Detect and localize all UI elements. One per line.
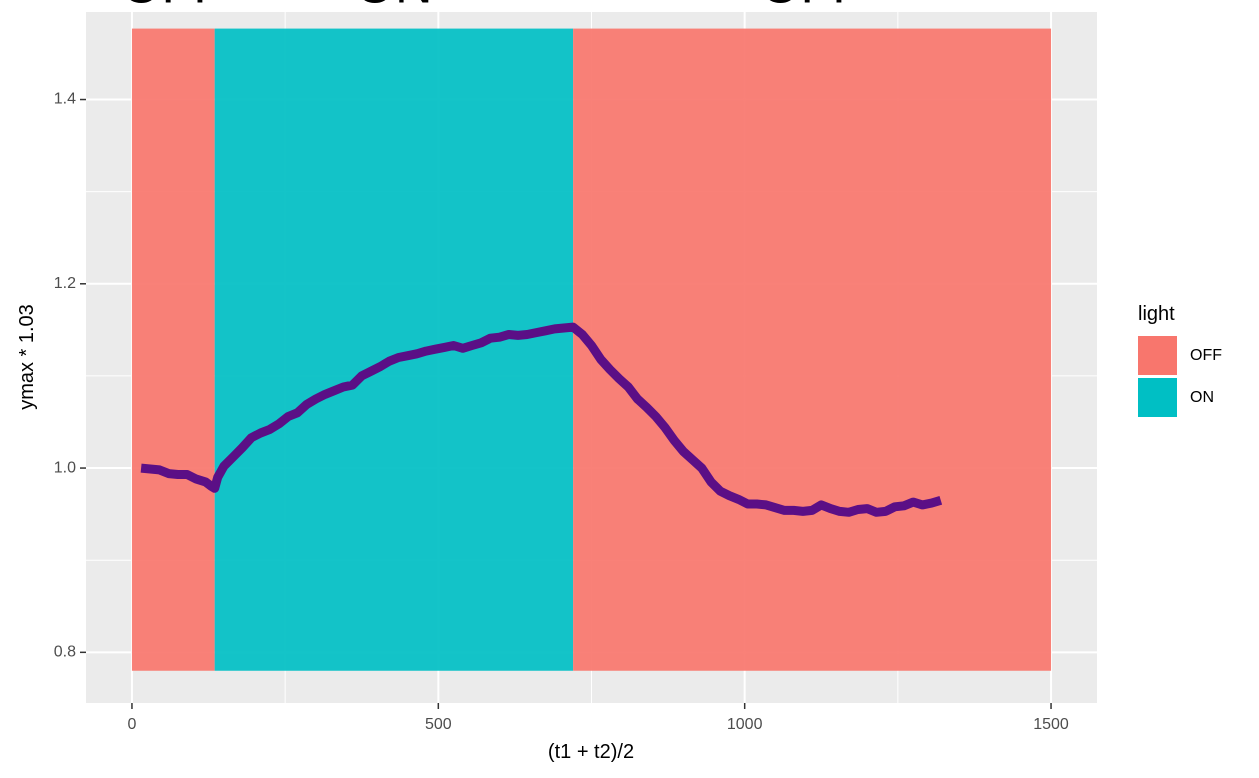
legend-label-off: OFF xyxy=(1190,347,1222,364)
light-regions xyxy=(131,28,1052,671)
x-tick-label: 500 xyxy=(425,716,452,733)
region-label-off-0: OFF xyxy=(121,0,225,15)
y-axis-title: ymax * 1.03 xyxy=(16,304,38,410)
region-on-1 xyxy=(214,28,574,671)
y-tick-label: 1.2 xyxy=(54,275,76,292)
x-axis-title: (t1 + t2)/2 xyxy=(548,741,634,763)
region-label-on-1: ON xyxy=(355,0,433,15)
legend: light OFF ON xyxy=(1138,303,1222,417)
y-tick-label: 0.8 xyxy=(54,644,76,661)
region-annotations: OFF ON OFF xyxy=(121,0,864,15)
x-tick-label: 1500 xyxy=(1033,716,1069,733)
region-off-0 xyxy=(131,28,215,671)
region-label-off-2: OFF xyxy=(760,0,864,15)
legend-title: light xyxy=(1138,303,1175,325)
y-axis: 0.8 1.0 1.2 1.4 xyxy=(54,91,86,661)
legend-key-on xyxy=(1138,378,1177,417)
x-tick-label: 1000 xyxy=(727,716,763,733)
legend-key-off xyxy=(1138,336,1177,375)
series-layer xyxy=(140,322,943,517)
x-tick-label: 0 xyxy=(128,716,137,733)
x-axis: 0 500 1000 1500 xyxy=(128,703,1069,733)
series-line xyxy=(140,322,943,517)
legend-label-on: ON xyxy=(1190,389,1214,406)
y-tick-label: 1.4 xyxy=(54,91,76,108)
region-off-2 xyxy=(573,28,1052,671)
y-tick-label: 1.0 xyxy=(54,459,76,476)
